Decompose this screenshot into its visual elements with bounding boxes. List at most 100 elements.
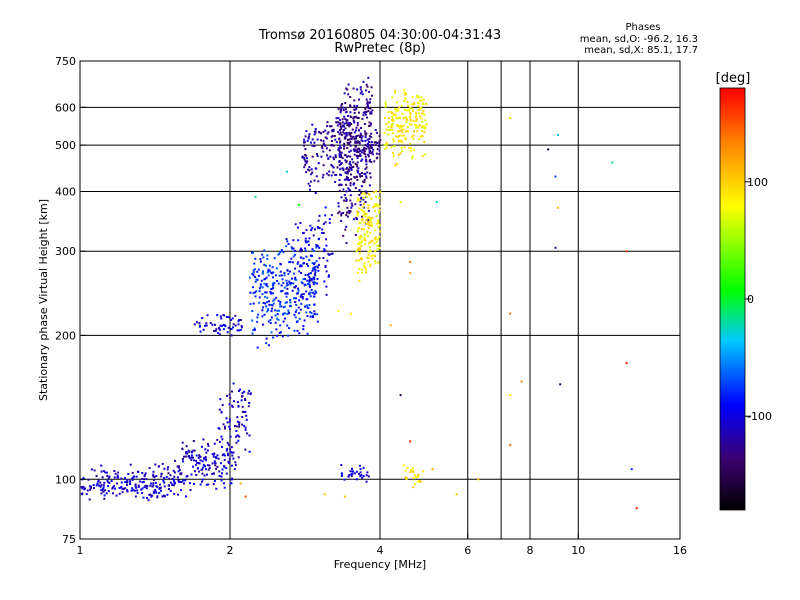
data-point [241,326,243,329]
data-point [374,129,377,131]
data-point [409,115,412,118]
data-point [308,304,311,306]
data-point [352,119,355,122]
data-point [415,114,418,117]
data-point [253,291,256,294]
data-point [364,212,367,215]
data-point [348,123,351,126]
data-point [304,160,307,163]
data-point [361,135,364,138]
data-point [237,439,240,442]
data-point [248,434,251,437]
data-point [412,109,414,112]
data-point [208,464,211,467]
data-point [146,485,149,488]
data-point [256,270,259,273]
data-point [306,315,309,317]
data-point [364,133,367,136]
data-point [126,481,129,483]
data-point [416,95,419,98]
data-point [81,492,84,495]
data-point [313,179,316,182]
data-point [404,476,407,479]
data-point [422,126,425,129]
data-point [308,135,310,138]
data-point [221,404,224,406]
data-point [408,109,411,112]
data-point [420,126,423,129]
data-point [375,190,378,193]
data-point [401,131,404,134]
data-point [424,127,427,130]
data-point [317,219,320,222]
data-point [308,279,311,282]
data-point [203,474,206,477]
data-point [306,160,309,163]
data-point [252,329,255,332]
data-point [360,208,363,211]
data-point [264,302,267,305]
data-point [357,167,360,170]
data-point [309,224,312,227]
data-points [80,76,638,510]
data-point [283,274,286,277]
data-point [88,498,91,501]
data-point [317,227,320,230]
data-point [352,183,355,186]
data-point [228,403,231,406]
data-point [89,487,92,490]
data-point [404,116,407,119]
data-point [415,475,418,478]
data-point [334,154,337,157]
data-point [342,109,345,112]
data-point [177,465,180,468]
data-point [218,327,220,329]
data-point [431,468,434,471]
x-tick-label: 6 [464,544,471,557]
colorbar-tick-label: 0 [747,293,754,306]
data-point [358,142,361,145]
data-point [225,472,228,475]
data-point [346,170,349,173]
data-point [218,470,221,473]
data-point [237,323,240,326]
data-point [266,258,269,260]
data-point [345,132,348,135]
data-point [348,212,351,215]
data-point [407,104,410,107]
data-point [398,139,401,142]
data-point [331,165,334,168]
data-point [269,319,272,321]
data-point [410,146,413,149]
data-point [219,398,222,401]
data-point [239,328,242,331]
data-point [274,321,277,324]
data-point [361,117,364,120]
data-point [307,240,310,243]
data-point [297,306,300,309]
data-point [337,147,340,150]
data-point [302,231,305,234]
data-point [370,112,373,115]
data-point [424,119,427,122]
data-point [311,267,314,270]
data-point [361,236,364,239]
data-point [152,473,155,476]
data-point [315,167,318,170]
data-point [349,181,352,184]
data-point [349,155,352,158]
data-point [378,149,381,152]
data-point [365,222,368,225]
data-point [266,301,269,304]
data-point [339,131,342,134]
data-point [362,111,365,114]
data-point [395,116,398,119]
data-point [417,95,420,98]
data-point [277,318,280,321]
data-point [356,124,359,127]
data-point [389,324,392,327]
data-point [611,161,614,164]
data-point [103,481,106,484]
data-point [421,154,424,157]
data-point [367,221,370,223]
